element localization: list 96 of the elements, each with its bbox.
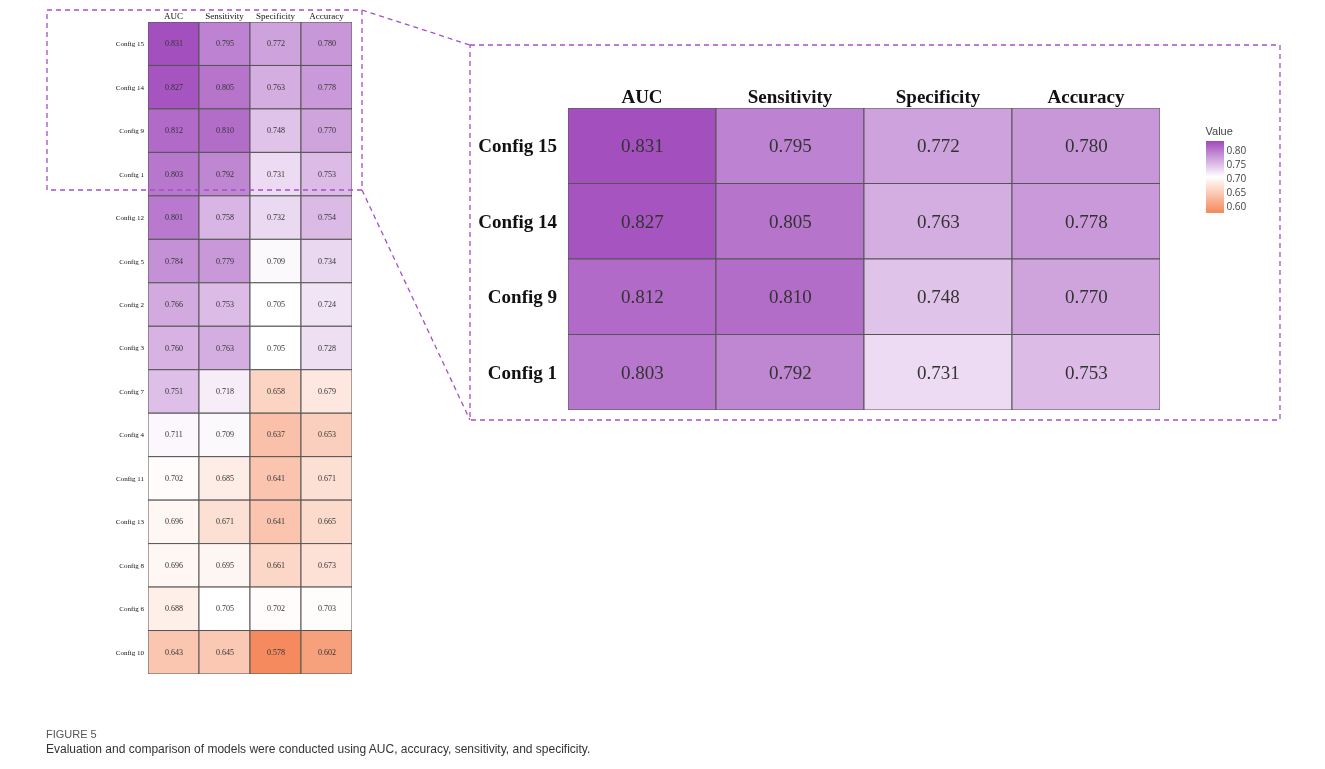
- data-label: 0.702: [165, 474, 183, 483]
- y-tick-label: Config 1: [487, 361, 557, 383]
- data-label: 0.702: [267, 604, 285, 613]
- data-label: 0.661: [267, 561, 285, 570]
- y-tick-label: Config 15: [478, 135, 557, 157]
- data-label: 0.643: [165, 648, 183, 657]
- data-label: 0.831: [621, 135, 664, 156]
- data-label: 0.780: [1065, 135, 1108, 156]
- data-label: 0.711: [165, 430, 183, 439]
- data-label: 0.696: [165, 517, 183, 526]
- data-label: 0.779: [216, 257, 234, 266]
- data-label: 0.637: [267, 430, 285, 439]
- data-label: 0.732: [267, 213, 285, 222]
- caption: FIGURE 5: [46, 728, 98, 740]
- data-label: 0.602: [318, 648, 336, 657]
- color-bar-label: 0.75: [1226, 157, 1247, 172]
- data-label: 0.766: [165, 300, 183, 309]
- x-tick-label: Specificity: [256, 11, 296, 22]
- data-label: 0.731: [917, 362, 960, 383]
- data-label: 0.748: [917, 286, 960, 307]
- data-label: 0.641: [267, 474, 285, 483]
- data-label: 0.805: [769, 211, 812, 232]
- color-bar-label: 0.60: [1226, 198, 1247, 213]
- data-label: 0.763: [267, 83, 285, 92]
- x-tick-label: Accuracy: [309, 11, 345, 22]
- data-label: 0.728: [318, 344, 336, 353]
- data-label: 0.645: [216, 648, 234, 657]
- data-label: 0.753: [216, 300, 234, 309]
- data-label: 0.763: [917, 211, 960, 232]
- data-label: 0.792: [769, 362, 812, 383]
- text: Evaluation and comparison of models were conducted using AUC, accuracy, sensitivity, and specificity.: [46, 742, 591, 756]
- data-label: 0.778: [1065, 211, 1108, 232]
- data-label: 0.578: [267, 648, 285, 657]
- data-label: 0.758: [216, 213, 234, 222]
- data-label: 0.665: [318, 517, 336, 526]
- data-label: 0.810: [769, 286, 812, 307]
- data-label: 0.731: [267, 170, 285, 179]
- data-label: 0.688: [165, 604, 183, 613]
- x-tick-label: Accuracy: [1047, 86, 1125, 108]
- data-label: 0.753: [1065, 362, 1108, 383]
- data-label: 0.805: [216, 83, 234, 92]
- data-label: 0.792: [216, 170, 234, 179]
- data-label: 0.705: [267, 300, 285, 309]
- x-tick-label: AUC: [621, 86, 663, 108]
- data-label: 0.703: [318, 604, 336, 613]
- color-bar-label: 0.65: [1226, 184, 1247, 199]
- data-label: 0.696: [165, 561, 183, 570]
- data-label: 0.780: [318, 39, 336, 48]
- data-label: 0.827: [165, 83, 183, 92]
- data-label: 0.705: [216, 604, 234, 613]
- data-label: 0.812: [165, 126, 183, 135]
- color-bar-title: Value: [1205, 125, 1233, 138]
- x-tick-label: Specificity: [895, 86, 981, 108]
- data-label: 0.827: [621, 211, 664, 232]
- data-label: 0.748: [267, 126, 285, 135]
- data-label: 0.685: [216, 474, 234, 483]
- color-bar-label: 0.70: [1226, 170, 1247, 185]
- data-label: 0.831: [165, 39, 183, 48]
- y-tick-label: Config 9: [487, 286, 557, 308]
- data-label: 0.812: [621, 286, 664, 307]
- data-label: 0.751: [165, 387, 183, 396]
- data-label: 0.695: [216, 561, 234, 570]
- data-label: 0.803: [165, 170, 183, 179]
- data-label: 0.784: [165, 257, 183, 266]
- data-label: 0.653: [318, 430, 336, 439]
- data-label: 0.770: [318, 126, 336, 135]
- data-label: 0.754: [318, 213, 336, 222]
- data-label: 0.673: [318, 561, 336, 570]
- data-label: 0.760: [165, 344, 183, 353]
- data-label: 0.772: [267, 39, 285, 48]
- data-label: 0.778: [318, 83, 336, 92]
- data-label: 0.671: [318, 474, 336, 483]
- x-tick-label: Sensitivity: [747, 86, 833, 108]
- data-label: 0.734: [318, 257, 336, 266]
- data-label: 0.795: [769, 135, 812, 156]
- data-label: 0.770: [1065, 286, 1108, 307]
- x-tick-label: AUC: [163, 11, 184, 22]
- y-tick-label: Config 14: [478, 210, 558, 232]
- data-label: 0.810: [216, 126, 234, 135]
- data-label: 0.679: [318, 387, 336, 396]
- x-tick-label: Sensitivity: [205, 11, 245, 22]
- data-label: 0.671: [216, 517, 234, 526]
- data-label: 0.709: [267, 257, 285, 266]
- data-label: 0.705: [267, 344, 285, 353]
- data-label: 0.709: [216, 430, 234, 439]
- data-label: 0.795: [216, 39, 234, 48]
- data-label: 0.658: [267, 387, 285, 396]
- data-label: 0.801: [165, 213, 183, 222]
- data-label: 0.641: [267, 517, 285, 526]
- data-label: 0.718: [216, 387, 234, 396]
- data-label: 0.763: [216, 344, 234, 353]
- data-label: 0.724: [318, 300, 336, 309]
- data-label: 0.772: [917, 135, 960, 156]
- data-label: 0.803: [621, 362, 664, 383]
- data-label: 0.753: [318, 170, 336, 179]
- color-bar-label: 0.80: [1226, 143, 1247, 158]
